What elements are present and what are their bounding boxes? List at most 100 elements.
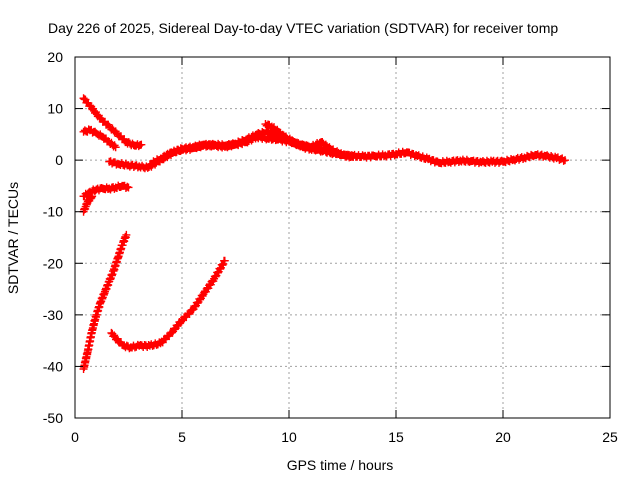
data-point <box>191 147 194 150</box>
data-point <box>116 133 120 136</box>
data-point <box>120 244 124 247</box>
data-point <box>88 129 92 132</box>
data-point <box>245 138 248 141</box>
data-point <box>129 346 132 349</box>
x-tick-label: 20 <box>495 429 511 445</box>
data-point <box>138 344 141 347</box>
data-point <box>180 148 184 152</box>
data-point <box>99 117 102 121</box>
data-point <box>223 259 226 262</box>
data-point <box>328 151 331 154</box>
data-point <box>148 163 152 166</box>
data-point <box>448 160 451 163</box>
y-tick-label: -20 <box>43 255 63 271</box>
data-point <box>86 200 90 203</box>
data-point <box>563 158 567 162</box>
data-point <box>82 210 85 213</box>
data-point <box>180 318 184 322</box>
data-point <box>319 140 323 144</box>
data-point <box>88 197 92 201</box>
data-point <box>501 160 505 163</box>
data-point <box>90 195 94 198</box>
data-point <box>309 147 312 150</box>
axis-ticks <box>74 56 611 419</box>
x-tick-label: 15 <box>388 429 404 445</box>
data-segment <box>79 125 120 152</box>
x-tick-label: 0 <box>71 429 79 445</box>
data-point <box>302 146 306 149</box>
data-point <box>223 144 226 147</box>
data-point <box>202 144 205 147</box>
data-point <box>266 137 269 140</box>
data-point <box>416 154 419 158</box>
data-point <box>133 144 137 147</box>
data-point <box>234 142 237 145</box>
data-point <box>341 153 344 157</box>
x-axis-label: GPS time / hours <box>287 457 394 473</box>
data-point <box>108 160 111 163</box>
data-point <box>159 342 162 345</box>
data-point <box>95 313 98 317</box>
data-point <box>202 293 205 296</box>
data-segment <box>79 230 131 374</box>
data-point <box>90 329 94 332</box>
data-point <box>95 188 98 191</box>
data-point <box>334 152 338 156</box>
data-point <box>191 308 194 311</box>
data-point <box>533 153 537 157</box>
data-point <box>90 107 94 110</box>
data-point <box>148 344 152 347</box>
data-point <box>315 148 319 152</box>
y-tick-labels: 20 10 0 -10 -20 -30 -40 -50 <box>43 49 63 426</box>
data-segment <box>107 256 229 353</box>
data-point <box>114 146 117 149</box>
data-point <box>437 161 440 164</box>
x-tick-label: 25 <box>602 429 618 445</box>
data-point <box>255 133 259 136</box>
y-tick-label: -50 <box>43 410 63 426</box>
data-point <box>480 161 483 164</box>
data-point <box>86 192 90 195</box>
data-point <box>123 344 126 347</box>
data-point <box>146 166 149 170</box>
data-point <box>101 187 105 190</box>
data-segment <box>261 120 341 159</box>
data-point <box>116 162 120 165</box>
data-point <box>426 157 430 161</box>
x-tick-labels: 0 5 10 15 20 25 <box>71 429 618 445</box>
plot-frame <box>74 56 611 419</box>
data-point <box>125 140 128 144</box>
data-point <box>114 186 117 189</box>
data-point <box>159 157 162 160</box>
y-axis-label: SDTVAR / TECUs <box>5 182 21 294</box>
data-point <box>82 195 85 198</box>
x-tick-label: 10 <box>281 429 297 445</box>
data-point <box>289 139 293 142</box>
data-point <box>108 280 111 283</box>
data-point <box>138 165 141 168</box>
data-point <box>108 125 111 128</box>
data-point <box>469 159 473 163</box>
data-point <box>125 233 128 237</box>
data-point <box>212 277 216 280</box>
data-point <box>352 155 355 159</box>
data-point <box>95 132 98 135</box>
data-points <box>79 94 570 374</box>
data-segment <box>79 192 97 216</box>
data-point <box>322 149 325 153</box>
data-point <box>82 130 85 133</box>
data-point <box>384 154 387 157</box>
y-tick-label: 20 <box>47 49 63 65</box>
data-point <box>82 97 85 100</box>
y-tick-label: 10 <box>47 101 63 117</box>
data-point <box>296 143 299 146</box>
x-tick-label: 5 <box>178 429 186 445</box>
data-point <box>140 143 143 146</box>
data-point <box>544 154 547 158</box>
y-tick-label: -30 <box>43 307 63 323</box>
data-point <box>523 156 526 159</box>
data-segment <box>79 181 133 201</box>
data-point <box>277 130 280 133</box>
data-point <box>212 143 216 146</box>
